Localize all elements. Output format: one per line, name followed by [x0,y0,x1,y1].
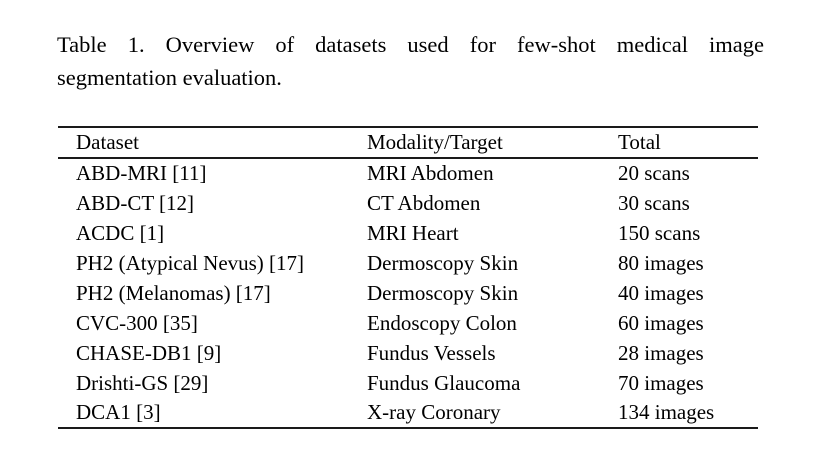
datasets-table: Dataset Modality/Target Total ABD-MRI [1… [58,126,758,429]
cell-dataset: PH2 (Atypical Nevus) [17] [76,250,305,275]
cell-dataset: CHASE-DB1 [9] [76,340,222,365]
table-row: PH2 (Atypical Nevus) [17] Dermoscopy Ski… [58,248,758,278]
table-row: PH2 (Melanomas) [17] Dermoscopy Skin 40 … [58,278,758,308]
cell-total: 150 scans [618,220,701,245]
cell-total: 30 scans [618,190,690,215]
column-header-total: Total [618,130,661,154]
cell-total: 40 images [618,280,704,305]
table-row: Drishti-GS [29] Fundus Glaucoma 70 image… [58,368,758,398]
table-caption: Table 1. Overview of datasets used for f… [57,28,764,94]
table-row: CHASE-DB1 [9] Fundus Vessels 28 images [58,338,758,368]
cell-modality-target: X-ray Coronary [367,400,501,424]
cell-dataset: Drishti-GS [29] [76,370,209,395]
cell-modality-target: Endoscopy Colon [367,310,517,335]
table-row: DCA1 [3] X-ray Coronary 134 images [58,398,758,428]
cell-modality-target: CT Abdomen [367,190,481,215]
table-row: ACDC [1] MRI Heart 150 scans [58,218,758,248]
column-header-modality-target: Modality/Target [367,130,503,154]
cell-dataset: PH2 (Melanomas) [17] [76,280,271,305]
cell-total: 20 scans [618,161,690,185]
column-header-dataset: Dataset [76,130,139,154]
cell-modality-target: Dermoscopy Skin [367,250,519,275]
cell-dataset: ABD-CT [12] [76,190,195,215]
cell-total: 134 images [618,400,715,424]
header-row: Dataset Modality/Target Total [58,127,758,158]
cell-dataset: CVC-300 [35] [76,310,198,335]
cell-dataset: ABD-MRI [11] [76,161,207,185]
table-row: ABD-CT [12] CT Abdomen 30 scans [58,188,758,218]
cell-total: 80 images [618,250,704,275]
cell-modality-target: MRI Abdomen [367,161,494,185]
cell-modality-target: Fundus Vessels [367,340,496,365]
cell-dataset: DCA1 [3] [76,400,161,424]
datasets-table-header: Dataset Modality/Target Total [58,127,758,158]
cell-total: 60 images [618,310,704,335]
datasets-table-wrap: Dataset Modality/Target Total ABD-MRI [1… [58,126,758,429]
table-row: ABD-MRI [11] MRI Abdomen 20 scans [58,158,758,188]
cell-modality-target: Dermoscopy Skin [367,280,519,305]
datasets-table-body: ABD-MRI [11] MRI Abdomen 20 scans ABD-CT… [58,158,758,428]
cell-dataset: ACDC [1] [76,220,165,245]
table-caption-line-2: segmentation evaluation. [57,65,282,90]
cell-total: 70 images [618,370,704,395]
cell-modality-target: Fundus Glaucoma [367,370,521,395]
table-caption-line-1: Table 1. Overview of datasets used for f… [57,32,764,57]
cell-modality-target: MRI Heart [367,220,459,245]
cell-total: 28 images [618,340,704,365]
table-row: CVC-300 [35] Endoscopy Colon 60 images [58,308,758,338]
